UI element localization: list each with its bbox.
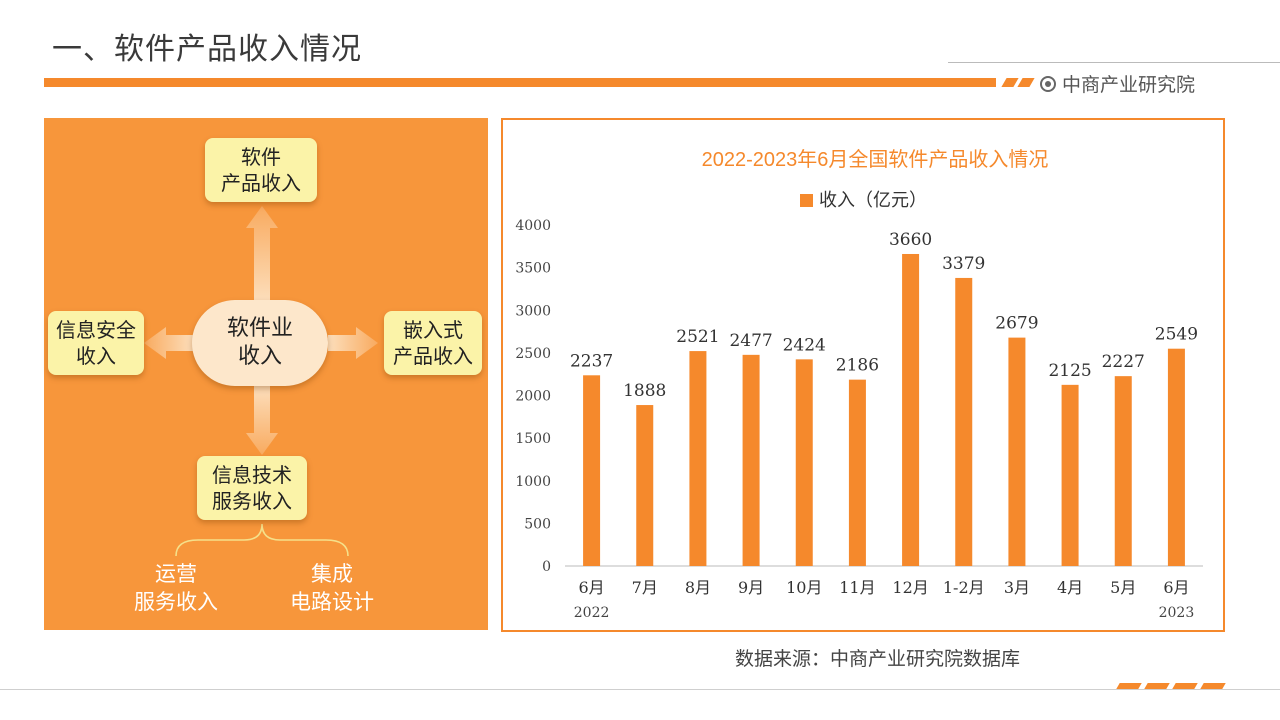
arrow-up bbox=[246, 206, 278, 303]
bar bbox=[583, 375, 601, 566]
sub-line: 服务收入 bbox=[134, 590, 218, 614]
chart-container: 2022-2023年6月全国软件产品收入情况 收入（亿元） 0 500 1000 15… bbox=[501, 118, 1225, 632]
x-tick-label: 1-2月 bbox=[943, 578, 985, 597]
x-tick-label: 7月 bbox=[632, 578, 658, 597]
card-info-security: 信息安全 收入 bbox=[48, 311, 144, 375]
title-divider-line bbox=[948, 62, 1280, 63]
bar-chart: 2022-2023年6月全国软件产品收入情况 收入（亿元） 0 500 1000 15… bbox=[515, 148, 1203, 621]
brand-logo-icon bbox=[1040, 76, 1056, 92]
bar bbox=[955, 277, 973, 566]
footer-stripe bbox=[1144, 683, 1170, 689]
y-axis: 0 500 1000 1500 2000 2500 3000 3500 4000 bbox=[515, 218, 1203, 575]
title-stripe bbox=[1001, 78, 1019, 87]
card-line: 信息安全 bbox=[56, 318, 136, 342]
bar bbox=[1114, 376, 1132, 566]
bar bbox=[1167, 348, 1185, 566]
brand: 中商产业研究院 bbox=[1040, 70, 1195, 97]
legend-label: 收入（亿元） bbox=[819, 190, 927, 211]
y-tick-label: 0 bbox=[542, 559, 551, 575]
x-tick-label: 9月 bbox=[738, 578, 764, 597]
bar bbox=[689, 351, 707, 566]
y-tick-label: 2500 bbox=[515, 346, 551, 362]
chart-title: 2022-2023年6月全国软件产品收入情况 bbox=[702, 148, 1049, 171]
revenue-structure-diagram: 软件 产品收入 信息安全 收入 嵌入式 产品收入 信息技术 服务收入 软件业 收入 运营服… bbox=[44, 118, 488, 630]
data-label: 2227 bbox=[1102, 352, 1145, 372]
bar bbox=[742, 354, 760, 566]
center-software-revenue: 软件业 收入 bbox=[192, 300, 328, 386]
card-line: 信息技术 bbox=[212, 463, 292, 487]
title-stripe bbox=[1017, 78, 1035, 87]
y-tick-label: 2000 bbox=[515, 389, 551, 405]
arrow-down bbox=[246, 386, 278, 455]
y-tick-label: 3500 bbox=[515, 261, 551, 277]
card-embedded-product: 嵌入式 产品收入 bbox=[384, 311, 482, 375]
data-label: 2424 bbox=[783, 335, 826, 355]
x-tick-label: 5月 bbox=[1110, 578, 1136, 597]
data-label: 2186 bbox=[836, 356, 879, 376]
data-label: 2679 bbox=[995, 314, 1038, 334]
x-tick-label: 6月 bbox=[1163, 578, 1189, 597]
data-label: 2477 bbox=[729, 331, 772, 351]
y-tick-label: 3000 bbox=[515, 303, 551, 319]
data-label: 2237 bbox=[570, 351, 613, 371]
center-line: 收入 bbox=[237, 344, 282, 369]
footer-stripe bbox=[1172, 683, 1198, 689]
x-tick-label: 10月 bbox=[786, 578, 822, 597]
card-software-product: 软件 产品收入 bbox=[205, 138, 317, 202]
y-tick-label: 4000 bbox=[515, 218, 551, 234]
bracket-icon bbox=[175, 523, 349, 557]
x-tick-label: 6月 bbox=[578, 578, 604, 597]
x-tick-label: 4月 bbox=[1057, 578, 1083, 597]
bar bbox=[795, 359, 813, 566]
bar bbox=[902, 253, 920, 567]
bars: 2237 1888 2521 2477 2424 2186 3660 3379 2679 2125… bbox=[570, 230, 1198, 567]
center-line: 软件业 bbox=[226, 316, 293, 341]
bar bbox=[636, 405, 654, 566]
footer-line bbox=[0, 689, 1280, 690]
footer-stripe bbox=[1116, 683, 1142, 689]
card-line: 产品收入 bbox=[221, 171, 301, 195]
sub-operation-service: 运营 服务收入 bbox=[126, 560, 226, 616]
page-title: 一、软件产品收入情况 bbox=[52, 32, 362, 67]
data-source: 数据来源：中商产业研究院数据库 bbox=[735, 648, 1021, 670]
diagram-arrows bbox=[144, 206, 378, 557]
arrow-left bbox=[144, 327, 194, 359]
bar bbox=[1008, 337, 1026, 566]
x-tick-label: 8月 bbox=[685, 578, 711, 597]
arrow-right bbox=[328, 327, 378, 359]
y-tick-label: 500 bbox=[524, 516, 551, 532]
brand-name: 中商产业研究院 bbox=[1062, 74, 1196, 96]
data-label: 2549 bbox=[1155, 325, 1198, 345]
sub-line: 运营 bbox=[155, 562, 197, 586]
footer-stripe bbox=[1200, 683, 1226, 689]
year-label: 2023 bbox=[1159, 605, 1195, 621]
sub-line: 集成 bbox=[311, 562, 353, 586]
data-label: 3660 bbox=[889, 230, 932, 250]
card-it-service: 信息技术 服务收入 bbox=[197, 456, 307, 520]
x-tick-label: 11月 bbox=[839, 578, 875, 597]
title-accent-bar bbox=[44, 78, 996, 87]
card-line: 服务收入 bbox=[212, 489, 292, 513]
data-label: 2125 bbox=[1048, 361, 1091, 381]
card-line: 产品收入 bbox=[393, 344, 473, 368]
data-label: 1888 bbox=[623, 381, 666, 401]
sub-line: 电路设计 bbox=[290, 590, 374, 614]
x-tick-label: 3月 bbox=[1004, 578, 1030, 597]
data-label: 3379 bbox=[942, 254, 985, 274]
bar bbox=[848, 379, 866, 566]
x-axis: 6月 7月 8月 9月 10月 11月 12月 1-2月 3月 4月 5月 6月 2022 2023 bbox=[574, 578, 1194, 621]
card-line: 嵌入式 bbox=[403, 318, 463, 342]
legend-swatch bbox=[800, 194, 813, 207]
card-line: 软件 bbox=[241, 145, 281, 169]
y-tick-label: 1000 bbox=[515, 474, 551, 490]
sub-ic-design: 集成 电路设计 bbox=[282, 560, 382, 616]
x-tick-label: 12月 bbox=[892, 578, 928, 597]
year-label: 2022 bbox=[574, 605, 610, 621]
card-line: 收入 bbox=[76, 344, 116, 368]
bar bbox=[1061, 384, 1079, 566]
y-tick-label: 1500 bbox=[515, 431, 551, 447]
data-label: 2521 bbox=[676, 327, 719, 347]
